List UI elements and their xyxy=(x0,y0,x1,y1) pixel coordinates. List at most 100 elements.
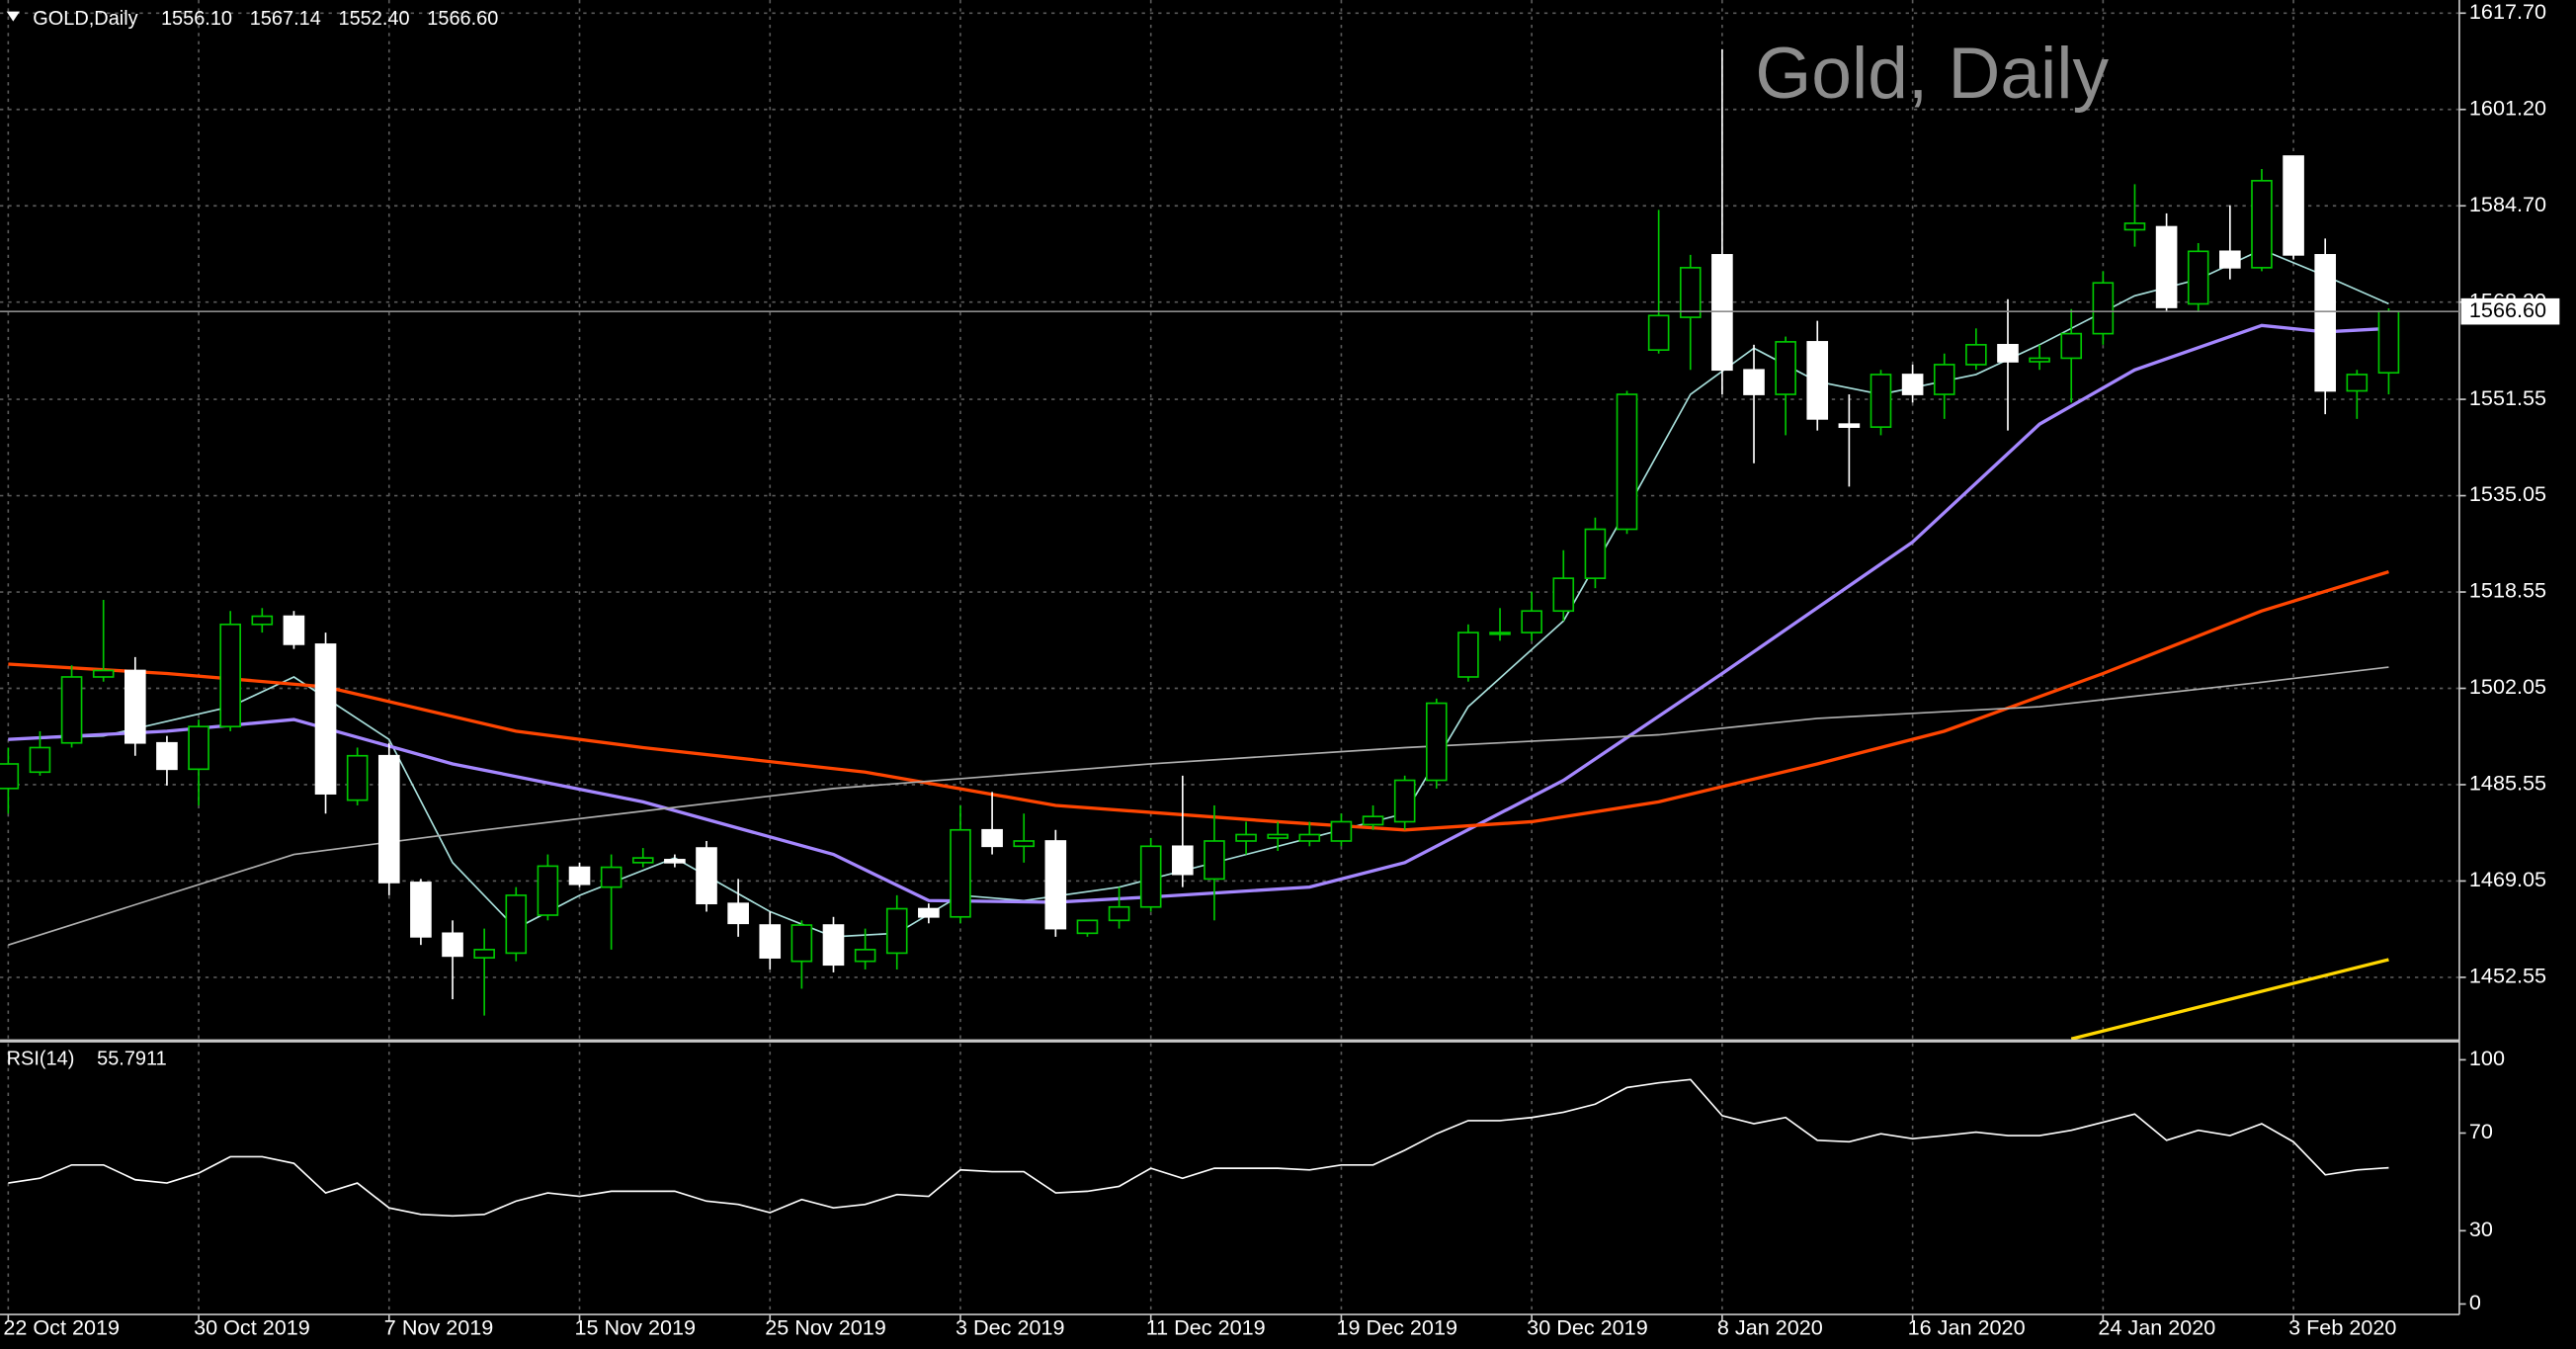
moving-average xyxy=(8,666,2389,946)
candle-body xyxy=(1108,905,1130,922)
candle-body xyxy=(568,866,591,885)
candle-body xyxy=(92,669,115,678)
y-tick-label: 1518.55 xyxy=(2469,578,2546,603)
candle-body xyxy=(0,763,20,790)
current-price-label: 1566.60 xyxy=(2469,297,2546,322)
candle-body xyxy=(2346,374,2368,392)
collapse-icon[interactable] xyxy=(6,11,20,22)
candle-body xyxy=(950,828,971,918)
rsi-tick-label: 100 xyxy=(2469,1046,2505,1070)
candle-body xyxy=(1679,267,1702,318)
chart-watermark: Gold, Daily xyxy=(1755,33,2109,114)
y-tick-label: 1502.05 xyxy=(2469,674,2546,699)
candle-body xyxy=(600,866,623,888)
rsi-tick-label: 70 xyxy=(2469,1119,2493,1143)
candle-body xyxy=(696,847,717,905)
x-tick-label: 16 Jan 2020 xyxy=(1908,1315,2026,1340)
candle-body xyxy=(1647,314,1670,351)
y-tick-label: 1485.55 xyxy=(2469,771,2546,796)
x-tick-label: 30 Oct 2019 xyxy=(194,1315,310,1340)
rsi-tick-label: 0 xyxy=(2469,1290,2481,1314)
candle-body xyxy=(2377,310,2400,375)
candle-body xyxy=(2283,155,2304,256)
y-tick-label: 1469.05 xyxy=(2469,867,2546,891)
candle-body xyxy=(219,623,241,728)
candle-body xyxy=(442,932,463,958)
candle-body xyxy=(1997,344,2019,363)
candle-body xyxy=(1933,364,1955,395)
candle-body xyxy=(1552,577,1575,613)
candle-body xyxy=(346,754,369,801)
candle-body xyxy=(1838,423,1861,428)
rsi-tick-label: 30 xyxy=(2469,1217,2493,1241)
candle-body xyxy=(2251,180,2273,269)
candle-body xyxy=(60,676,83,744)
candle-body xyxy=(473,949,495,959)
candle-body xyxy=(727,902,749,925)
candle-body xyxy=(2060,332,2083,360)
moving-average xyxy=(8,323,2389,904)
y-tick-label: 1551.55 xyxy=(2469,385,2546,410)
rsi-current: 55.7911 xyxy=(97,1049,167,1070)
candle-body xyxy=(759,924,782,959)
candle-body xyxy=(410,882,432,938)
x-tick-label: 30 Dec 2019 xyxy=(1527,1315,1648,1340)
candle-body xyxy=(2314,254,2337,392)
x-tick-label: 11 Dec 2019 xyxy=(1146,1315,1266,1340)
header-open: 1556.10 xyxy=(161,8,232,30)
y-tick-label: 1535.05 xyxy=(2469,481,2546,506)
candle-body xyxy=(1901,374,1924,395)
candle-body xyxy=(1235,833,1257,842)
plot xyxy=(0,48,2400,1041)
y-tick-label: 1617.70 xyxy=(2469,0,2546,24)
x-tick-label: 22 Oct 2019 xyxy=(3,1315,120,1340)
header-high: 1567.14 xyxy=(250,8,321,30)
candle-body xyxy=(2155,225,2178,308)
candle-body xyxy=(885,907,908,955)
x-tick-label: 7 Nov 2019 xyxy=(384,1315,494,1340)
candle-body xyxy=(29,746,51,774)
candle-body xyxy=(1425,702,1448,782)
header-low: 1552.40 xyxy=(339,8,410,30)
header-close: 1566.60 xyxy=(427,8,498,30)
candle-body xyxy=(981,828,1003,848)
x-tick-label: 8 Jan 2020 xyxy=(1717,1315,1823,1340)
candle-body xyxy=(664,859,686,864)
y-tick-label: 1584.70 xyxy=(2469,192,2546,216)
candle-body xyxy=(1806,341,1829,420)
x-tick-label: 15 Nov 2019 xyxy=(575,1315,697,1340)
candle-body xyxy=(2123,222,2146,231)
candle-body xyxy=(1711,254,1733,372)
candle-body xyxy=(1965,344,1987,366)
x-tick-label: 3 Dec 2019 xyxy=(956,1315,1065,1340)
candle-body xyxy=(537,865,559,916)
candle-body xyxy=(1013,840,1036,848)
candle-body xyxy=(188,725,209,771)
moving-average xyxy=(8,248,2389,938)
candle-body xyxy=(1204,840,1225,881)
symbol-header: GOLD,Daily xyxy=(33,8,137,30)
candle-body xyxy=(1584,528,1607,579)
candle-body xyxy=(1521,610,1542,633)
x-tick-label: 25 Nov 2019 xyxy=(765,1315,886,1340)
rsi-name: RSI(14) xyxy=(7,1049,75,1070)
candle-body xyxy=(1362,815,1384,826)
candle-body xyxy=(918,907,940,918)
candle-body xyxy=(1139,845,1162,908)
candle-body xyxy=(505,894,528,955)
candle-body xyxy=(2219,250,2241,269)
candle-body xyxy=(2092,282,2115,335)
candle-body xyxy=(790,924,813,963)
candle-body xyxy=(125,669,146,744)
candle-body xyxy=(1044,840,1067,930)
current-price-box xyxy=(2460,297,2560,325)
moving-average xyxy=(2070,958,2389,1041)
candle-body xyxy=(156,741,178,771)
candle-body xyxy=(251,615,274,626)
candle-body xyxy=(377,754,400,884)
candle-body xyxy=(1616,393,1638,531)
candle-body xyxy=(1076,919,1099,935)
